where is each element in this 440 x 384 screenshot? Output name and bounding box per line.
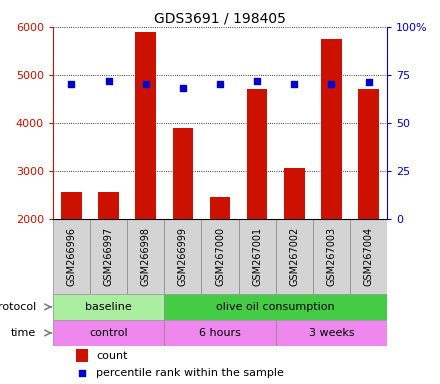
Text: protocol: protocol [0, 302, 36, 312]
Title: GDS3691 / 198405: GDS3691 / 198405 [154, 12, 286, 26]
Point [328, 81, 335, 88]
Text: 6 hours: 6 hours [199, 328, 241, 338]
Text: olive oil consumption: olive oil consumption [216, 302, 335, 312]
Text: GSM266998: GSM266998 [141, 227, 150, 286]
Bar [321, 39, 342, 218]
Text: GSM267003: GSM267003 [326, 227, 337, 286]
Bar [90, 218, 127, 294]
Bar [313, 218, 350, 294]
Point [365, 79, 372, 86]
Point [291, 81, 298, 88]
Text: 3 weeks: 3 weeks [308, 328, 354, 338]
Bar [164, 218, 202, 294]
Text: time: time [11, 328, 36, 338]
Bar [359, 89, 379, 218]
Bar [98, 192, 119, 218]
Text: GSM267000: GSM267000 [215, 227, 225, 286]
Bar [350, 218, 387, 294]
Bar [247, 89, 268, 218]
Text: control: control [89, 328, 128, 338]
Point [216, 81, 224, 88]
Text: count: count [96, 351, 128, 361]
Text: GSM267004: GSM267004 [363, 227, 374, 286]
Text: percentile rank within the sample: percentile rank within the sample [96, 368, 284, 378]
Bar [172, 127, 193, 218]
Point [253, 78, 260, 84]
Bar [276, 218, 313, 294]
Bar [76, 349, 88, 362]
Bar [210, 197, 230, 218]
Text: GSM267001: GSM267001 [252, 227, 262, 286]
Bar [127, 218, 164, 294]
Bar [53, 294, 164, 320]
Text: GSM267002: GSM267002 [290, 227, 299, 286]
Point [142, 81, 149, 88]
Bar [53, 218, 90, 294]
Bar [136, 31, 156, 218]
Text: GSM266999: GSM266999 [178, 227, 188, 286]
Point [180, 85, 187, 91]
Point [68, 81, 75, 88]
Point [79, 370, 86, 376]
Bar [164, 294, 387, 320]
Point [105, 78, 112, 84]
Bar [202, 218, 238, 294]
Bar [238, 218, 276, 294]
Bar [164, 320, 276, 346]
Bar [61, 192, 81, 218]
Text: GSM266996: GSM266996 [66, 227, 77, 286]
Bar [284, 168, 304, 218]
Bar [276, 320, 387, 346]
Text: baseline: baseline [85, 302, 132, 312]
Bar [53, 320, 164, 346]
Text: GSM266997: GSM266997 [103, 227, 114, 286]
